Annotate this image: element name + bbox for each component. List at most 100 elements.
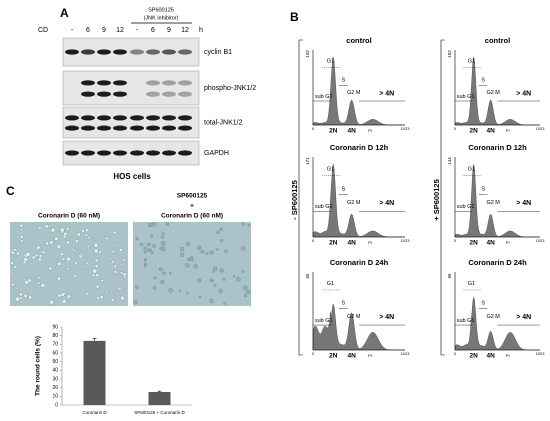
- side-label: - SP600125: [290, 180, 299, 220]
- band: [81, 115, 95, 121]
- cell: [80, 253, 83, 257]
- cell: [196, 245, 202, 250]
- blot-label: cyclin B1: [204, 49, 232, 56]
- cell: [152, 285, 157, 290]
- band: [65, 125, 79, 131]
- gate-label: > 4N: [516, 314, 531, 321]
- cell: [168, 287, 174, 293]
- cell: [24, 280, 29, 285]
- side-label: + SP600125: [432, 179, 441, 221]
- x-min: 0: [454, 126, 457, 131]
- cell: [189, 257, 194, 262]
- gate-label: G2 M: [486, 90, 500, 96]
- cell: [120, 295, 125, 301]
- plot-title: control: [346, 36, 371, 45]
- blot: [62, 106, 200, 139]
- cell: [162, 271, 166, 275]
- plot-axes: [312, 50, 405, 126]
- band: [97, 125, 111, 131]
- cell: [119, 263, 123, 267]
- band: [81, 49, 95, 55]
- cell: [123, 275, 127, 279]
- cell: [112, 230, 117, 235]
- cell: [66, 294, 71, 299]
- cell: [13, 265, 17, 269]
- cell: [216, 230, 220, 234]
- band: [81, 80, 95, 86]
- cell: [36, 245, 41, 250]
- ploidy-marker: 4N: [347, 128, 356, 135]
- y-tick-label: 0: [55, 402, 58, 408]
- caption: HOS cells: [113, 172, 151, 181]
- cell: [95, 273, 100, 278]
- image-label: SP600125: [177, 193, 208, 200]
- x-tick-label: SP600125 + Coronarin D: [134, 410, 185, 415]
- cell: [44, 224, 49, 229]
- y-tick-label: 90: [52, 324, 58, 330]
- band: [162, 125, 176, 131]
- cell: [111, 260, 115, 264]
- cell: [216, 248, 219, 251]
- cell: [104, 236, 109, 240]
- y-max: 144: [447, 157, 452, 165]
- plot-title: Coronarin D 12h: [330, 143, 389, 152]
- cell: [119, 248, 123, 252]
- cell: [246, 289, 251, 294]
- cell: [57, 293, 62, 298]
- band: [162, 80, 176, 86]
- cell: [50, 227, 56, 233]
- y-tick-label: 70: [52, 342, 58, 348]
- band: [162, 115, 176, 121]
- plot-axes: [454, 157, 540, 238]
- cell: [135, 237, 139, 241]
- cell: [200, 249, 205, 254]
- cell: [185, 242, 191, 247]
- cell: [20, 239, 24, 243]
- band: [146, 115, 160, 121]
- band: [97, 115, 111, 121]
- cell: [38, 254, 43, 259]
- band: [162, 49, 176, 55]
- plot-axes: [454, 50, 540, 126]
- gate-label: G2 M: [347, 314, 361, 320]
- cell: [10, 250, 15, 255]
- cell: [48, 224, 52, 228]
- cell: [133, 300, 138, 305]
- cell: [74, 261, 78, 265]
- x-label: PI: [368, 240, 372, 245]
- x-min: 0: [454, 238, 457, 243]
- cell: [158, 267, 163, 272]
- x-min: 0: [312, 351, 315, 356]
- cell: [113, 264, 118, 269]
- band: [130, 150, 144, 156]
- band: [113, 49, 127, 55]
- plot-title: Coronarin D 12h: [468, 143, 527, 152]
- band: [81, 125, 95, 131]
- gate-label: sub G1: [315, 94, 333, 100]
- cell: [23, 293, 28, 298]
- cell: [161, 232, 165, 236]
- gate-label: sub G1: [315, 318, 333, 324]
- ploidy-marker: 2N: [470, 128, 479, 135]
- cell: [212, 270, 215, 273]
- ploidy-marker: 2N: [470, 353, 479, 360]
- cell: [178, 290, 182, 293]
- cell: [94, 258, 99, 263]
- cell: [41, 250, 46, 254]
- gate-label: G1: [468, 166, 475, 172]
- cell: [87, 235, 91, 240]
- y-max: 96: [447, 273, 452, 279]
- band: [97, 91, 111, 97]
- cell: [61, 257, 65, 261]
- x-max: 1023: [401, 126, 411, 131]
- cell: [122, 258, 126, 262]
- cell: [66, 267, 70, 271]
- cell: [59, 227, 65, 233]
- cell: [146, 242, 151, 247]
- cell: [224, 249, 228, 253]
- lane-label: -: [71, 27, 74, 34]
- ploidy-marker: 4N: [487, 353, 496, 360]
- band: [97, 150, 111, 156]
- lane-label: 6: [151, 27, 155, 34]
- cell: [148, 222, 153, 228]
